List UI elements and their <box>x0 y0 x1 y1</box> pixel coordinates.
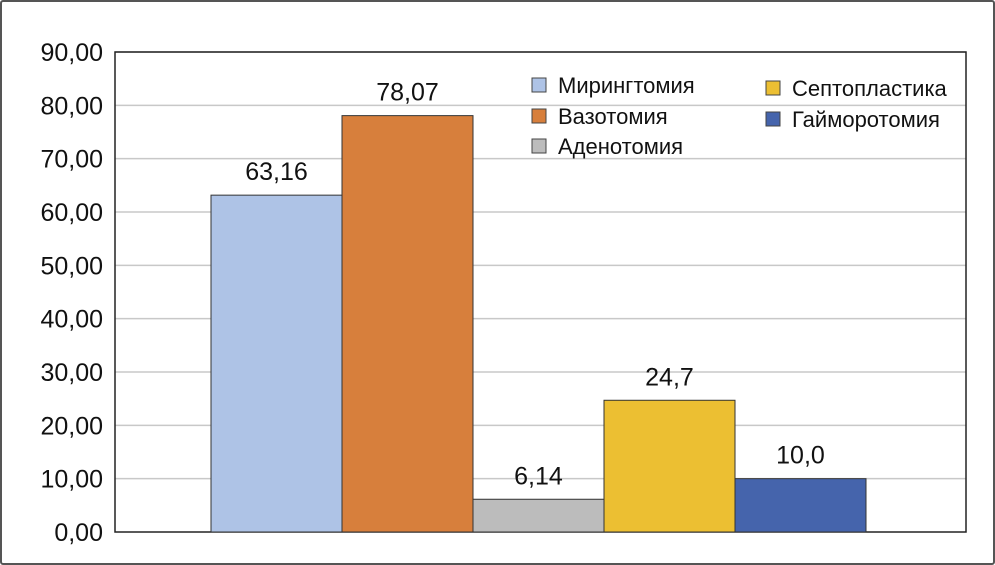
data-label: 10,0 <box>776 442 825 470</box>
data-label: 6,14 <box>514 462 563 490</box>
bar-2 <box>341 115 474 533</box>
y-tick-label: 0,00 <box>54 519 103 547</box>
y-tick-label: 90,00 <box>40 39 103 67</box>
legend-label: Мирингтомия <box>558 73 695 98</box>
data-label: 63,16 <box>245 158 308 186</box>
data-label: 78,07 <box>376 79 439 107</box>
legend-label: Вазотомия <box>558 104 668 129</box>
bar-3 <box>472 498 605 533</box>
legend-label: Гайморотомия <box>792 107 940 132</box>
y-tick-label: 10,00 <box>40 466 103 494</box>
y-tick-label: 60,00 <box>40 199 103 227</box>
data-label: 24,7 <box>645 363 694 391</box>
y-tick-label: 70,00 <box>40 146 103 174</box>
legend-swatch <box>531 138 547 154</box>
y-tick-label: 50,00 <box>40 252 103 280</box>
bar-1 <box>210 194 343 533</box>
y-tick-label: 40,00 <box>40 306 103 334</box>
y-tick-label: 30,00 <box>40 359 103 387</box>
legend-label: Септопластика <box>792 76 948 101</box>
y-tick-label: 20,00 <box>40 412 103 440</box>
bar-4 <box>603 399 736 533</box>
legend-swatch <box>765 80 781 96</box>
legend-swatch <box>765 111 781 127</box>
legend-swatch <box>531 108 547 124</box>
y-tick-label: 80,00 <box>40 92 103 120</box>
legend-swatch <box>531 77 547 93</box>
bar-5 <box>734 478 867 533</box>
legend-label: Аденотомия <box>558 134 683 159</box>
